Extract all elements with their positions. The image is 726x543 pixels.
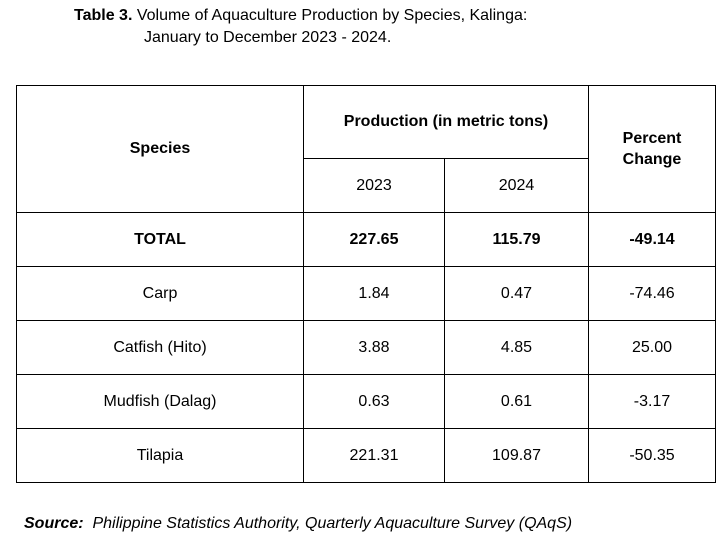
table-row: Catfish (Hito) 3.88 4.85 25.00 [16,320,716,375]
table-subheader-row: 2023 2024 [17,158,716,213]
caption-label: Table 3. [74,7,133,24]
row-species-name: Mudfish (Dalag) [16,374,304,429]
row-percent-change: -74.46 [588,266,716,321]
row-value-2024: 4.85 [444,320,589,375]
row-value-2023: 3.88 [303,320,445,375]
header-year-2024: 2024 [444,158,589,213]
header-percent-change: Percent Change [588,85,716,213]
row-value-2023: 221.31 [303,428,445,483]
row-value-2024: 115.79 [444,212,589,267]
header-production: Production (in metric tons) [303,85,589,159]
header-year-2023: 2023 [303,158,445,213]
table-row-total: TOTAL 227.65 115.79 -49.14 [16,212,716,267]
row-species-name: Catfish (Hito) [16,320,304,375]
production-table: Species Production (in metric tons) Perc… [16,85,716,483]
table-row: Mudfish (Dalag) 0.63 0.61 -3.17 [16,374,716,429]
row-value-2024: 0.47 [444,266,589,321]
table-caption: Table 3. Volume of Aquaculture Productio… [74,5,714,49]
row-percent-change: -50.35 [588,428,716,483]
caption-line-1: Table 3. Volume of Aquaculture Productio… [74,5,714,27]
row-value-2024: 0.61 [444,374,589,429]
table-row: Carp 1.84 0.47 -74.46 [16,266,716,321]
header-percent-line-2: Change [622,151,682,168]
row-percent-change: -49.14 [588,212,716,267]
row-species-name: Carp [16,266,304,321]
row-percent-change: -3.17 [588,374,716,429]
caption-title-line-2: January to December 2023 - 2024. [144,29,392,46]
row-species-name: TOTAL [16,212,304,267]
header-species: Species [16,85,304,213]
caption-title-line-1: Volume of Aquaculture Production by Spec… [132,7,528,24]
header-percent-line-1: Percent [622,130,682,147]
source-label: Source: [24,515,84,532]
source-note: Source: Philippine Statistics Authority,… [24,515,572,533]
row-value-2023: 1.84 [303,266,445,321]
table-row: Tilapia 221.31 109.87 -50.35 [16,428,716,483]
row-species-name: Tilapia [16,428,304,483]
source-text: Philippine Statistics Authority, Quarter… [92,515,573,532]
row-value-2024: 109.87 [444,428,589,483]
table-header-row: Species Production (in metric tons) Perc… [16,85,716,213]
row-percent-change: 25.00 [588,320,716,375]
row-value-2023: 227.65 [303,212,445,267]
row-value-2023: 0.63 [303,374,445,429]
